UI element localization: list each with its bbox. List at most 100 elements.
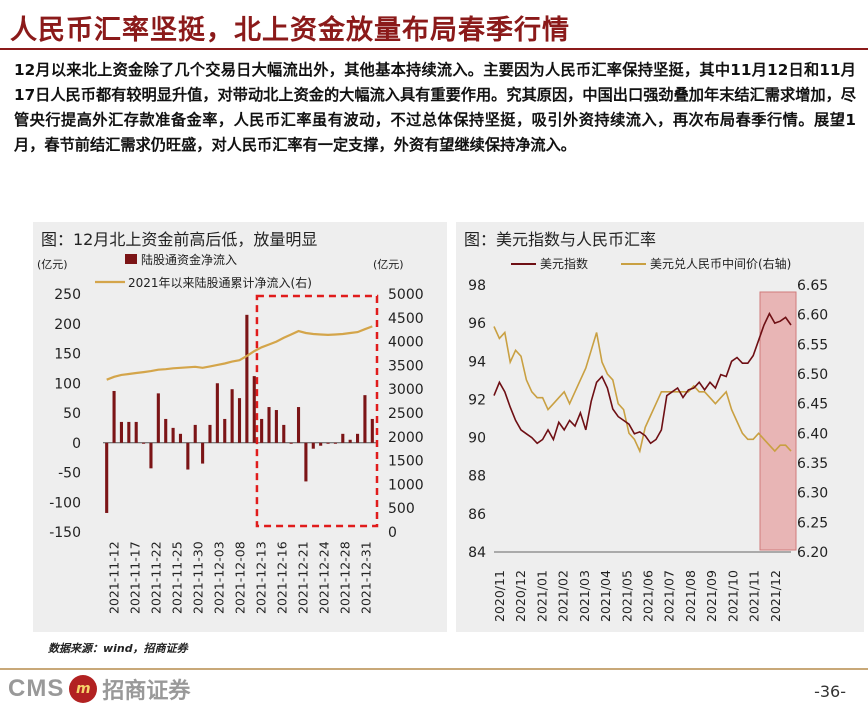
y2-tick-label: 6.50: [797, 367, 828, 383]
flow-bar: [201, 442, 205, 464]
x-tick-label: 2021-11-25: [170, 541, 185, 614]
flow-bar: [267, 407, 271, 443]
logo-mark-icon: m: [69, 675, 98, 703]
flow-bar: [319, 442, 323, 446]
y-tick-label: 96: [468, 316, 486, 332]
legend-label-line: 2021年以来陆股通累计净流入(右): [128, 275, 312, 290]
flow-bar: [289, 442, 293, 444]
y2-tick-label: 4500: [388, 311, 424, 327]
y2-tick-label: 6.25: [797, 515, 828, 531]
x-tick-label: 2021-11-30: [191, 541, 206, 614]
y-axis-unit-right: (亿元): [373, 258, 404, 271]
flow-bar: [356, 433, 360, 443]
x-tick-label: 2021-11-17: [128, 541, 143, 614]
company-logo: CMS m 招商证券: [8, 674, 190, 704]
y2-tick-label: 2500: [388, 406, 424, 422]
chart-title: 图：美元指数与人民币汇率: [464, 230, 657, 249]
x-tick-label: 2021/01: [534, 570, 549, 622]
y2-tick-label: 6.20: [797, 545, 828, 561]
y2-tick-label: 500: [388, 501, 415, 517]
y-tick-label: 98: [468, 278, 486, 294]
y2-tick-label: 3500: [388, 358, 424, 374]
x-tick-label: 2021/09: [704, 570, 719, 622]
flow-bar: [237, 398, 242, 443]
x-tick-label: 2021-12-13: [254, 541, 269, 614]
cumulative-flow-line: [106, 325, 373, 381]
flow-bar: [208, 424, 212, 443]
flow-bar: [341, 433, 345, 443]
logo-name-text: 招商证券: [102, 679, 191, 704]
flow-bar: [105, 442, 109, 513]
footer-divider: [0, 668, 868, 670]
y2-tick-label: 6.30: [797, 486, 828, 502]
y2-tick-label: 4000: [388, 335, 424, 351]
flow-bar: [215, 383, 219, 443]
flow-bar: [245, 314, 249, 443]
x-tick-label: 2021-11-12: [107, 541, 122, 614]
flow-bar: [333, 442, 337, 444]
x-tick-label: 2021/02: [556, 570, 571, 622]
x-tick-label: 2021-12-21: [296, 541, 311, 614]
y-tick-label: 94: [468, 354, 486, 370]
logo-cms-text: CMS: [8, 675, 65, 702]
chart-panel-fx: 图：美元指数与人民币汇率 84 86 88 90 92 94 96 98 6.20 6.25 6.3…: [456, 222, 864, 632]
legend-label-dxy: 美元指数: [540, 256, 588, 271]
x-tick-label: 2021-12-31: [359, 541, 374, 614]
y-tick-label: 50: [63, 406, 81, 422]
legend-label-usdcny: 美元兑人民币中间价(右轴): [650, 256, 791, 271]
y2-tick-label: 3000: [388, 382, 424, 398]
x-tick-label: 2021-11-22: [149, 541, 164, 614]
x-tick-label: 2021/11: [747, 570, 762, 622]
flow-bar: [112, 390, 116, 443]
chart-title: 图：12月北上资金前高后低，放量明显: [41, 230, 318, 249]
y-axis-unit-left: (亿元): [37, 258, 68, 271]
data-source: 数据来源：wind，招商证券: [48, 642, 188, 655]
y2-tick-label: 6.55: [797, 337, 828, 353]
y-tick-label: -150: [49, 525, 81, 541]
dxy-line: [493, 311, 792, 445]
y-tick-label: 90: [468, 431, 486, 447]
y-tick-label: 88: [468, 469, 486, 485]
flow-bar: [274, 410, 278, 443]
y-tick-label: -100: [49, 495, 81, 511]
x-tick-label: 2021/06: [641, 570, 656, 622]
y2-tick-label: 2000: [388, 430, 424, 446]
flow-bar: [119, 421, 123, 443]
x-tick-label: 2021-12-08: [233, 541, 248, 614]
x-tick-label: 2021-12-03: [212, 541, 227, 614]
y-tick-label: 150: [54, 347, 81, 363]
flow-bar: [282, 424, 286, 443]
x-tick-label: 2020/11: [492, 570, 507, 622]
northbound-flow-chart: (亿元) (亿元)-150-100-50050100150200250050010…: [37, 252, 424, 614]
y-tick-label: 92: [468, 392, 486, 408]
y-tick-label: 200: [54, 317, 81, 333]
flow-bar: [149, 442, 153, 469]
x-tick-label: 2021/12: [768, 570, 783, 622]
y2-tick-label: 6.60: [797, 308, 828, 324]
y2-tick-label: 1000: [388, 477, 424, 493]
flow-bar: [178, 433, 183, 443]
flow-bar: [223, 418, 227, 443]
y-tick-label: -50: [58, 466, 81, 482]
x-tick-label: 2021/04: [598, 570, 613, 622]
flow-bar: [230, 389, 234, 443]
flow-bar: [171, 427, 175, 443]
y2-tick-label: 6.35: [797, 456, 828, 472]
x-tick-label: 2021/08: [683, 570, 698, 622]
flow-bar: [370, 418, 374, 443]
legend-swatch-bar: [125, 254, 137, 264]
flow-bar: [186, 442, 190, 470]
y2-tick-label: 6.40: [797, 426, 828, 442]
page-title: 人民币汇率坚挺，北上资金放量布局春季行情: [10, 15, 570, 46]
y2-tick-label: 6.65: [797, 278, 828, 294]
y2-tick-label: 6.45: [797, 397, 828, 413]
title-divider: [0, 48, 868, 50]
flow-bar: [156, 393, 160, 443]
flow-bar: [363, 395, 367, 443]
body-paragraph: 12月以来北上资金除了几个交易日大幅流出外，其他基本持续流入。主要因为人民币汇率…: [14, 61, 856, 154]
x-tick-label: 2021/05: [619, 570, 634, 622]
flow-bar: [127, 421, 131, 443]
x-tick-label: 2021/03: [577, 570, 592, 622]
usdcny-line: [493, 326, 792, 454]
legend-label-bar: 陆股通资金净流入: [141, 252, 237, 267]
